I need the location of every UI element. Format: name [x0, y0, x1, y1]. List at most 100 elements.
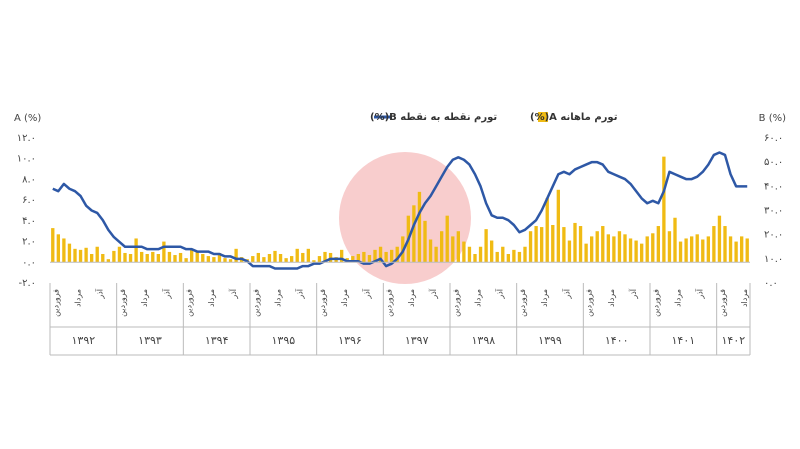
legend-label: تورم نقطه به نقطه B(%)	[370, 112, 497, 123]
bar	[178, 252, 183, 263]
bar	[601, 226, 605, 263]
bar	[523, 246, 527, 263]
bar	[623, 234, 627, 263]
bar	[651, 233, 655, 263]
bar	[634, 240, 638, 263]
x-group-label: ۱۴۰۰	[605, 334, 629, 347]
x-tick-label: آذر	[361, 288, 371, 299]
bar	[256, 252, 260, 263]
y-tick-label: ۲.۰	[22, 237, 36, 248]
bar	[728, 236, 733, 263]
bar	[612, 236, 616, 263]
x-group-label: ۱۴۰۱	[672, 334, 696, 347]
x-tick-label: آذر	[95, 288, 105, 299]
bar	[451, 236, 455, 263]
x-tick-label: فروردین	[318, 289, 327, 317]
x-group-label: ۱۳۹۴	[205, 334, 229, 347]
bar	[262, 257, 266, 263]
bar	[67, 243, 72, 263]
x-tick-label: آذر	[495, 288, 505, 299]
bar	[467, 246, 472, 263]
bar	[112, 250, 116, 263]
x-tick-label: فروردین	[251, 289, 260, 317]
x-tick-label: فروردین	[718, 289, 727, 317]
y2-tick-label: ۲۰.۰	[764, 230, 783, 241]
bar	[673, 217, 677, 263]
bar	[395, 246, 399, 263]
bar	[51, 228, 55, 263]
bar	[640, 243, 644, 263]
bar	[95, 246, 99, 263]
bar	[228, 259, 233, 263]
bar	[351, 256, 355, 263]
y-tick-label: -۲.۰	[18, 278, 36, 289]
y-tick-label: ۰.۰	[22, 257, 36, 268]
bar	[84, 247, 88, 263]
bar	[595, 231, 599, 263]
bar	[717, 215, 722, 263]
bar	[356, 254, 360, 263]
bar	[506, 254, 510, 263]
bar	[173, 255, 177, 263]
bar	[473, 254, 477, 263]
x-group-label: ۱۳۹۹	[538, 334, 562, 347]
x-tick-label: آذر	[295, 288, 305, 299]
bar	[151, 251, 155, 263]
bar	[551, 225, 555, 263]
bar	[390, 249, 394, 263]
bar	[190, 249, 194, 263]
bar	[645, 236, 649, 263]
x-tick-label: مرداد	[74, 289, 83, 307]
bar	[56, 234, 60, 263]
bar	[684, 238, 688, 263]
bar	[417, 191, 422, 263]
y-tick-label: ۱۲.۰	[17, 133, 36, 144]
bar	[667, 231, 672, 263]
bar	[212, 257, 216, 263]
bar	[217, 252, 222, 263]
bar	[540, 227, 544, 263]
bar	[295, 248, 299, 263]
bar	[584, 243, 588, 263]
bar	[384, 251, 388, 263]
bar	[462, 241, 466, 263]
y2-tick-label: ۴۰.۰	[764, 181, 783, 192]
bar	[734, 241, 738, 263]
bar	[501, 246, 505, 263]
bar	[340, 249, 344, 263]
bar	[90, 254, 94, 263]
bar	[167, 251, 172, 263]
bar	[145, 254, 149, 263]
bar	[117, 246, 122, 263]
bar	[656, 226, 660, 263]
bar	[373, 249, 377, 263]
x-tick-label: آذر	[428, 288, 438, 299]
bar	[317, 256, 322, 263]
bar	[495, 251, 499, 263]
y-tick-label: ۶.۰	[22, 195, 36, 206]
bar	[712, 226, 716, 263]
x-group-label: ۱۳۹۳	[138, 334, 162, 347]
x-tick-label: مرداد	[607, 289, 616, 307]
x-tick-label: فروردین	[51, 289, 60, 317]
bar	[106, 259, 110, 263]
bar	[484, 229, 488, 263]
bar	[234, 248, 238, 263]
bar	[101, 254, 105, 263]
bar	[162, 241, 166, 263]
x-tick-label: فروردین	[518, 289, 527, 317]
y-tick-label: ۱۰.۰	[17, 154, 36, 165]
x-tick-label: مرداد	[540, 289, 549, 307]
bar	[206, 256, 210, 263]
bar	[701, 239, 705, 263]
y2-axis-title: B (%)	[759, 113, 786, 124]
bar	[578, 226, 583, 263]
bar	[284, 258, 288, 263]
bar	[478, 246, 483, 263]
bar	[378, 246, 383, 263]
bar	[128, 254, 133, 263]
bar	[512, 249, 516, 263]
x-group-label: ۱۴۰۲	[722, 334, 746, 347]
x-tick-label: مرداد	[140, 289, 149, 307]
bar	[301, 252, 305, 263]
